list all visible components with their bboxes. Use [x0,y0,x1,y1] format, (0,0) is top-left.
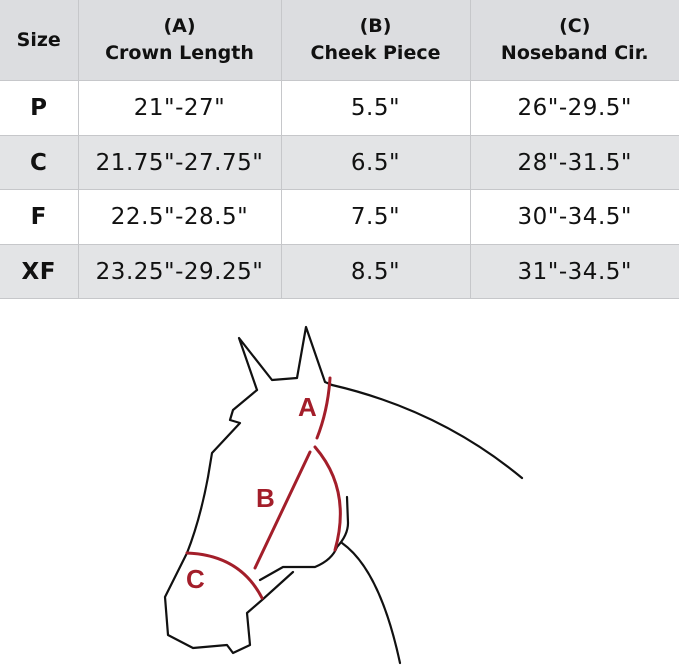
size-cell: P [0,80,78,136]
crown-cell: 21"-27" [77,80,281,136]
size-cell: C [0,135,78,190]
crown-measure-line [315,376,332,440]
neck-top-line [330,383,524,480]
table-header-row: Size (A) Crown Length (B) Cheek Piece (C) N… [0,0,679,81]
throat-measure-arc [313,445,342,552]
table-row: F 22.5"-28.5" 7.5" 30"-34.5" [0,189,679,245]
header-label: Cheek Piece [310,42,441,64]
header-label: Noseband Cir. [500,42,649,64]
crown-cell: 23.25"-29.25" [77,244,281,299]
size-chart-table: Size (A) Crown Length (B) Cheek Piece (C) N… [0,0,679,299]
size-cell: XF [0,244,78,299]
label-b: B [256,483,275,513]
header-label: Crown Length [105,42,254,64]
cheek-cell: 6.5" [280,135,470,190]
cheek-measure-line [253,450,312,570]
header-cheek-piece: (B) Cheek Piece [280,0,470,81]
header-crown-length: (A) Crown Length [77,0,281,81]
horse-outline [163,325,524,665]
label-a: A [298,392,317,422]
header-letter: (C) [559,15,591,37]
header-label: Size [16,28,61,51]
crown-cell: 22.5"-28.5" [77,189,281,245]
cheek-cell: 5.5" [280,80,470,136]
cheek-cell: 7.5" [280,189,470,245]
noseband-measure-arc [185,551,264,600]
header-letter: (B) [359,15,392,37]
ears-outline [237,325,334,392]
noseband-cell: 28"-31.5" [469,135,679,190]
cheek-cell: 8.5" [280,244,470,299]
noseband-cell: 31"-34.5" [469,244,679,299]
crown-cell: 21.75"-27.75" [77,135,281,190]
noseband-cell: 26"-29.5" [469,80,679,136]
table-row: XF 23.25"-29.25" 8.5" 31"-34.5" [0,244,679,299]
face-outline [163,388,295,655]
table-row: P 21"-27" 5.5" 26"-29.5" [0,80,679,136]
header-noseband: (C) Noseband Cir. [469,0,679,81]
table-row: C 21.75"-27.75" 6.5" 28"-31.5" [0,135,679,190]
label-c: C [186,564,205,594]
size-cell: F [0,189,78,245]
noseband-cell: 30"-34.5" [469,189,679,245]
throat-line [340,541,402,665]
header-letter: (A) [163,15,196,37]
measure-lines [185,376,342,600]
header-size: Size [0,0,78,81]
